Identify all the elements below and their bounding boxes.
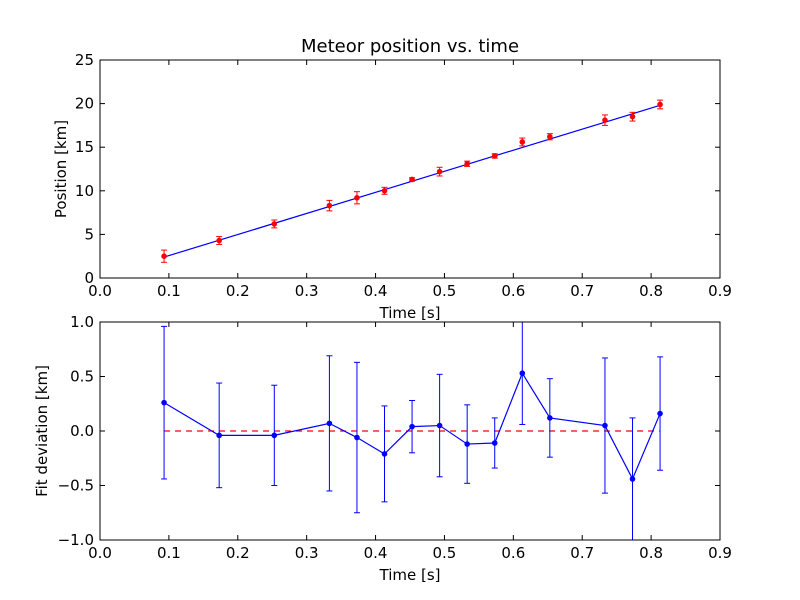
deviation-data-point — [629, 476, 636, 482]
position-data-point — [547, 133, 553, 140]
deviation-data-point — [381, 451, 388, 457]
deviation-data-point — [519, 370, 526, 377]
position-y-tick-label: 10 — [75, 182, 94, 200]
deviation-data-point — [491, 440, 498, 446]
position-axes-frame — [99, 59, 721, 279]
position-x-axis-label: Time [s] — [379, 304, 441, 322]
deviation-x-tick-label: 0.1 — [157, 544, 181, 562]
position-y-tick-label: 0 — [84, 269, 94, 287]
position-axes: 0.0 0.1 0.2 0.3 0.4 0.5 0.6 0.7 0.8 0.9 0 5 10 15 20 25 — [75, 51, 732, 300]
position-x-tick-label: 0.2 — [226, 282, 250, 300]
deviation-data-point — [326, 420, 333, 427]
deviation-x-tick-label: 0.8 — [639, 544, 663, 562]
position-x-tick-label: 0.9 — [708, 282, 732, 300]
position-data-point — [161, 253, 167, 260]
deviation-data-point — [271, 432, 278, 439]
position-data-point — [464, 160, 470, 167]
deviation-y-tick-label: −0.5 — [58, 477, 94, 495]
deviation-y-tick-label: 0.0 — [70, 422, 94, 440]
deviation-y-tick-label: −1.0 — [58, 531, 94, 549]
deviation-y-tick-label: 1.0 — [70, 313, 94, 331]
deviation-data-point — [409, 423, 415, 430]
position-x-tick-label: 0.3 — [295, 282, 319, 300]
deviation-chart: 0.0 0.1 0.2 0.3 0.4 0.5 0.6 0.7 0.8 0.91.00.50.0−… — [33, 313, 732, 584]
deviation-x-axis-label: Time [s] — [379, 566, 441, 584]
position-x-tick-label: 0.6 — [501, 282, 525, 300]
deviation-data-point — [436, 422, 443, 429]
deviation-x-tick-label: 0.0 — [88, 544, 112, 562]
position-y-tick-label: 25 — [75, 51, 94, 69]
deviation-data-point — [602, 422, 608, 429]
position-data-point — [409, 176, 415, 183]
position-chart: Meteor position vs. time 0.0 0.1 0.2 0.3 0.4… — [52, 36, 732, 322]
position-x-tick-label: 0.1 — [157, 282, 181, 300]
deviation-y-axis-label: Fit deviation [km] — [33, 365, 51, 497]
position-plot-area — [161, 99, 664, 263]
position-y-tick-label: 15 — [75, 138, 94, 156]
deviation-y-tick-label: 0.5 — [70, 368, 94, 386]
deviation-data-point — [354, 434, 360, 441]
position-y-axis-label: Position [km] — [52, 120, 70, 218]
position-x-tick-label: 0.0 — [88, 282, 112, 300]
position-data-point — [657, 101, 663, 108]
position-data-point — [271, 221, 278, 227]
deviation-x-tick-label: 0.7 — [570, 544, 594, 562]
position-data-point — [326, 202, 333, 209]
chart-title: Meteor position vs. time — [301, 36, 519, 57]
position-data-point — [629, 113, 636, 120]
deviation-x-tick-label: 0.5 — [433, 544, 457, 562]
deviation-data-point — [464, 441, 470, 447]
position-data-point — [436, 168, 443, 175]
position-data-point — [519, 139, 526, 145]
deviation-axes: 0.0 0.1 0.2 0.3 0.4 0.5 0.6 0.7 0.8 0.91.00.50.0−… — [58, 313, 732, 562]
deviation-data-point — [216, 432, 222, 439]
deviation-plot-area — [161, 321, 664, 541]
position-data-point — [602, 117, 608, 123]
deviation-data-point — [547, 415, 553, 421]
position-x-tick-label: 0.7 — [570, 282, 594, 300]
deviation-data-point — [161, 399, 167, 406]
deviation-x-tick-label: 0.6 — [501, 544, 525, 562]
position-data-point — [354, 194, 360, 201]
position-data-point — [491, 153, 498, 159]
position-y-tick-label: 5 — [84, 225, 94, 243]
deviation-x-tick-label: 0.9 — [708, 544, 732, 562]
deviation-x-tick-label: 0.2 — [226, 544, 250, 562]
position-x-tick-label: 0.5 — [433, 282, 457, 300]
position-x-tick-label: 0.8 — [639, 282, 663, 300]
position-x-tick-label: 0.4 — [364, 282, 388, 300]
position-y-tick-label: 20 — [75, 95, 94, 113]
deviation-x-tick-label: 0.3 — [295, 544, 319, 562]
deviation-x-tick-label: 0.4 — [364, 544, 388, 562]
deviation-data-point — [657, 410, 663, 417]
position-data-point — [381, 188, 388, 194]
position-data-point — [216, 237, 222, 244]
